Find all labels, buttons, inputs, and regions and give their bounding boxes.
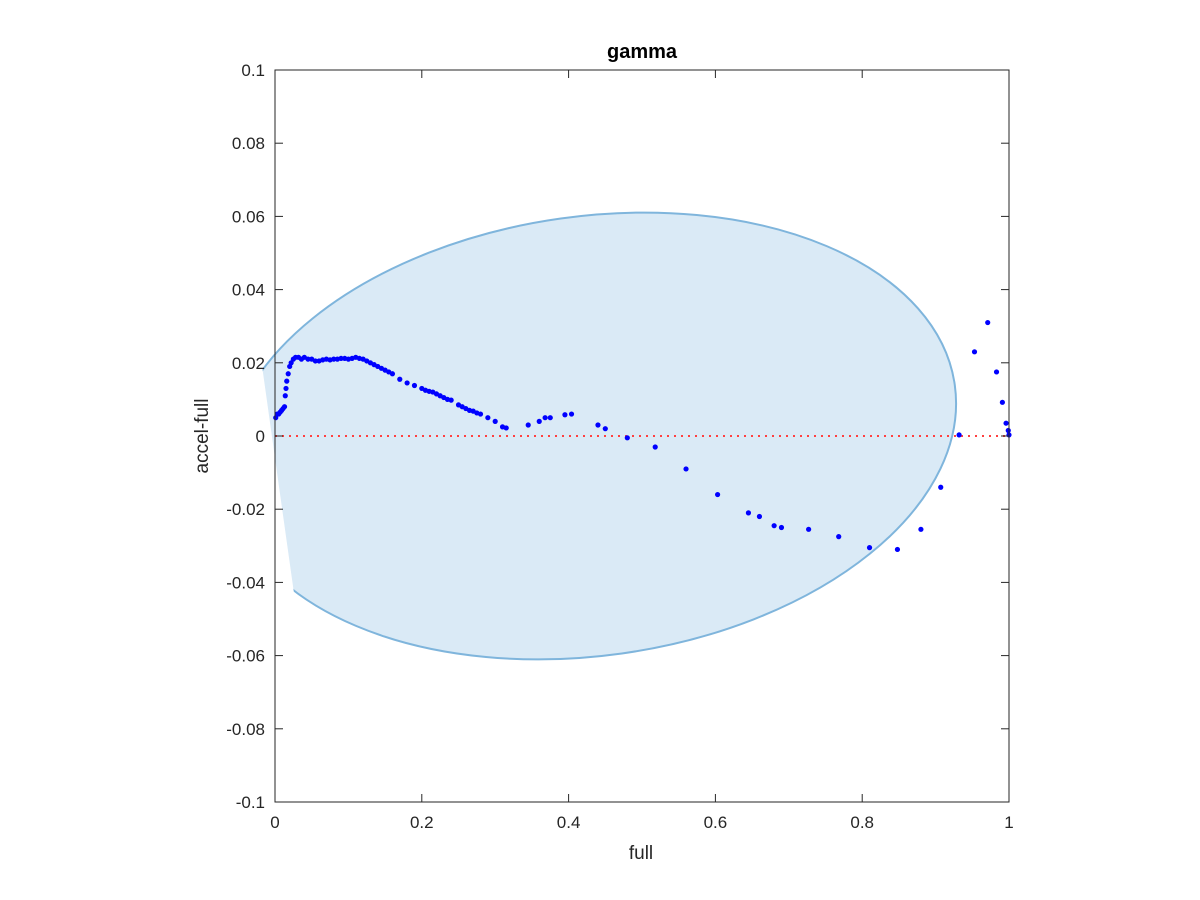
data-point-0-71: [595, 422, 601, 428]
data-point-0-79: [771, 523, 777, 529]
data-point-0-70: [568, 411, 575, 417]
data-point-0-80: [778, 524, 785, 531]
y-tick-label-6: 0.02: [232, 354, 265, 373]
x-tick-label-0: 0: [270, 813, 279, 832]
data-point-0-77: [745, 510, 752, 516]
data-point-0-20: [312, 358, 318, 364]
data-point-0-83: [866, 545, 873, 551]
plot-area: 0 0.2 0.4 0.6 0.8 1 -0.1 -0.08 -0.06 -0.04 -0.02 0 0…: [226, 61, 1013, 832]
data-point-0-75: [683, 466, 689, 472]
x-tick-label-1: 0.2: [410, 813, 434, 832]
data-point-0-68: [547, 415, 553, 421]
y-axis-label: accel-full: [192, 399, 213, 474]
data-point-0-53: [448, 397, 454, 403]
y-tick-label-1: -0.08: [226, 720, 265, 739]
data-point-0-42: [397, 376, 403, 382]
data-point-0-67: [542, 415, 548, 421]
data-point-0-78: [756, 513, 763, 520]
data-point-0-18: [305, 356, 311, 362]
data-point-0-44: [411, 382, 418, 389]
data-point-0-73: [624, 435, 630, 441]
data-point-0-87: [956, 432, 962, 438]
data-point-0-81: [806, 526, 812, 532]
data-point-0-9: [284, 378, 290, 384]
y-tick-label-2: -0.06: [226, 647, 265, 666]
data-point-0-84: [894, 546, 901, 553]
data-point-0-60: [477, 411, 484, 417]
data-point-0-72: [602, 426, 608, 432]
data-point-0-25: [331, 356, 337, 362]
y-tick-label-8: 0.06: [232, 207, 265, 226]
x-tick-label-4: 0.8: [850, 813, 874, 832]
data-point-0-89: [985, 319, 991, 326]
y-tick-label-3: -0.04: [226, 573, 265, 592]
data-point-0-43: [404, 380, 410, 386]
y-tick-label-10: 0.1: [241, 61, 265, 80]
data-point-0-86: [938, 484, 944, 490]
data-point-0-69: [562, 412, 568, 418]
data-point-0-10: [285, 371, 291, 377]
x-axis-label: full: [629, 843, 653, 864]
y-tick-label-7: 0.04: [232, 281, 265, 300]
y-tick-label-5: 0: [256, 427, 265, 446]
data-point-0-61: [485, 415, 491, 421]
data-point-0-91: [999, 399, 1005, 405]
y-tick-label-4: -0.02: [226, 500, 265, 519]
data-point-0-27: [338, 355, 344, 362]
data-point-0-62: [492, 418, 498, 424]
data-point-0-88: [971, 349, 978, 355]
chart-title: gamma: [607, 41, 678, 63]
data-point-0-93: [1005, 427, 1011, 434]
x-tick-label-5: 1: [1004, 813, 1013, 832]
data-point-0-85: [918, 526, 924, 532]
data-point-0-8: [283, 385, 289, 392]
y-tick-label-0: -0.1: [236, 793, 265, 812]
data-point-0-92: [1003, 420, 1009, 426]
data-point-0-6: [281, 404, 288, 410]
data-point-0-64: [503, 425, 509, 431]
y-tick-label-9: 0.08: [232, 134, 265, 153]
data-point-0-7: [282, 393, 288, 399]
data-point-0-74: [652, 444, 658, 450]
x-tick-label-3: 0.6: [704, 813, 728, 832]
data-point-0-82: [836, 534, 842, 540]
data-point-0-65: [525, 422, 531, 428]
data-point-0-76: [715, 491, 721, 498]
x-tick-label-2: 0.4: [557, 813, 581, 832]
data-point-0-41: [389, 371, 396, 377]
data-point-0-66: [536, 418, 542, 424]
data-point-0-90: [993, 369, 1000, 375]
